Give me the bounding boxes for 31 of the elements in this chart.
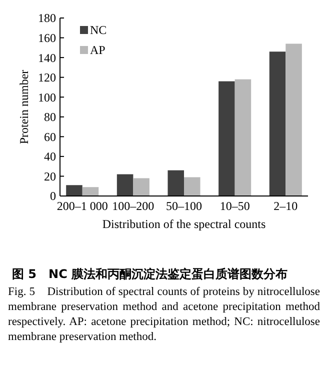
y-tick-label: 120 <box>38 70 56 85</box>
legend-label: AP <box>90 43 106 58</box>
x-tick-label: 100–200 <box>112 199 154 213</box>
x-tick-label: 200–1 000 <box>56 199 108 213</box>
bar <box>218 81 235 196</box>
bar <box>66 185 82 196</box>
y-tick-label: 20 <box>44 169 56 184</box>
y-axis-title: Protein number <box>17 70 31 144</box>
y-tick-label: 160 <box>38 30 56 45</box>
y-tick-label: 60 <box>44 130 56 144</box>
x-axis-title: Distribution of the spectral counts <box>102 217 266 231</box>
y-tick-label: 140 <box>38 50 56 65</box>
y-tick-label: 180 <box>38 11 56 26</box>
bar <box>116 174 134 196</box>
bar <box>286 44 302 196</box>
caption: Fig. 5 Distribution of spectral counts of proteins by nitrocellulose membrane preservation method and acetone precipitation method respectively. AP: acetone precipitation method; NC: nitrocellulose membrane preservation method. <box>8 285 320 345</box>
text: 图 5 NC 膜法和丙酮沉淀法鉴定蛋白质谱图数分布 <box>11 266 289 283</box>
bar <box>168 170 184 196</box>
bar <box>82 187 99 196</box>
bar <box>234 79 252 196</box>
bar <box>184 177 200 196</box>
y-tick-label: 40 <box>44 150 56 164</box>
bar <box>133 178 150 196</box>
x-tick-label: 2–10 <box>274 199 298 213</box>
bar <box>269 52 286 196</box>
legend-label: NC <box>90 23 107 38</box>
y-tick-label: 100 <box>38 90 56 104</box>
y-tick-label: 80 <box>44 110 56 124</box>
x-tick-label: 50–100 <box>166 199 202 213</box>
y-tick-label: 0 <box>50 189 56 204</box>
x-tick-label: 10–50 <box>220 199 250 213</box>
